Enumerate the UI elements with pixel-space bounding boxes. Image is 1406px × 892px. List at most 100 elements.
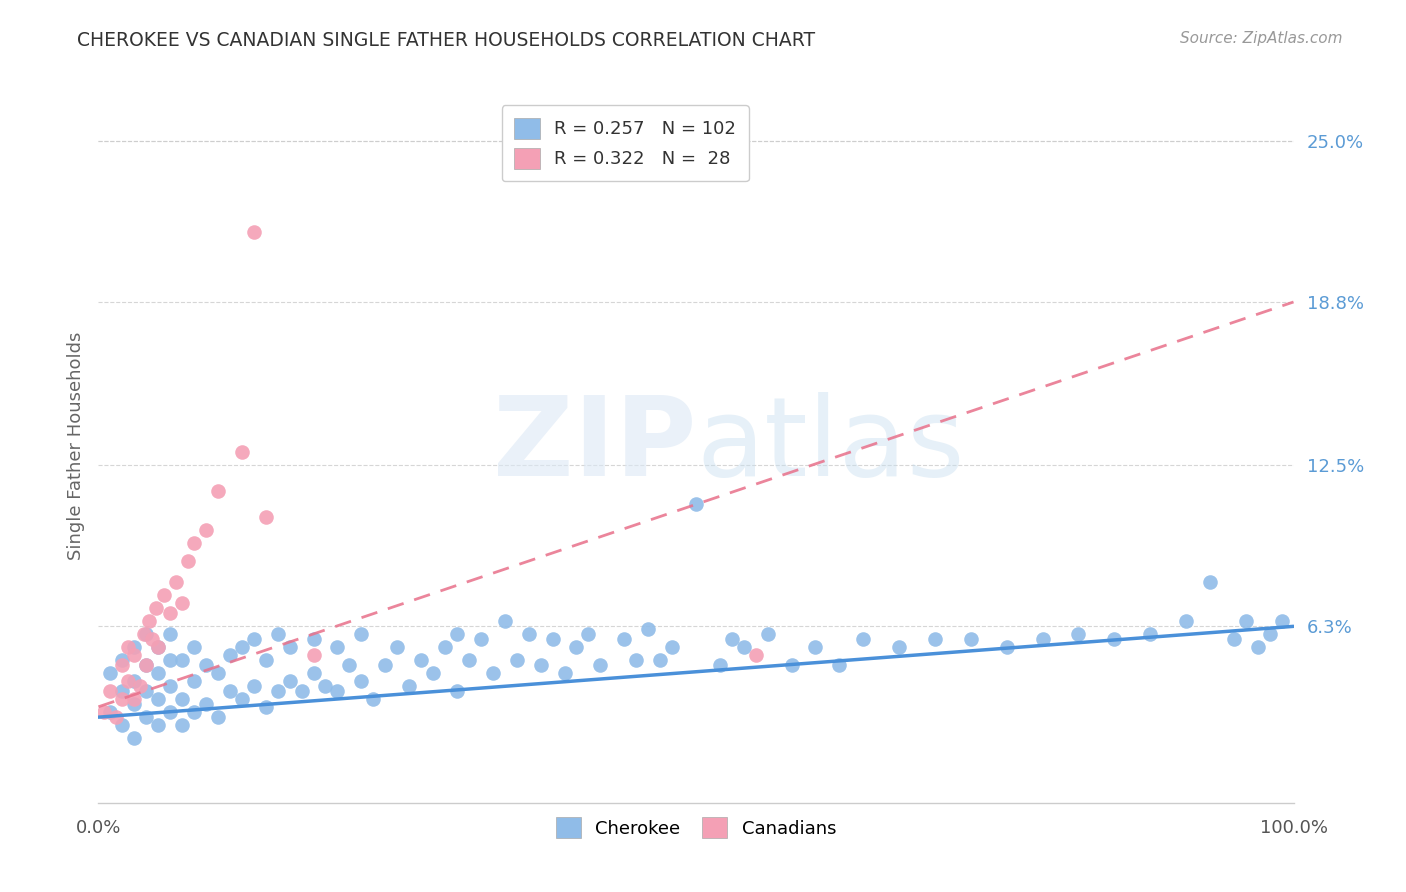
Point: [231, 692, 253, 706]
Point: [756, 627, 779, 641]
Point: [159, 607, 181, 621]
Point: [159, 679, 181, 693]
Point: [148, 692, 170, 706]
Point: [219, 648, 242, 662]
Point: [434, 640, 457, 654]
Point: [530, 658, 553, 673]
Point: [195, 524, 218, 538]
Point: [243, 632, 266, 647]
Legend: Cherokee, Canadians: Cherokee, Canadians: [547, 808, 845, 847]
Point: [111, 692, 134, 706]
Point: [709, 658, 731, 673]
Point: [995, 640, 1018, 654]
Point: [117, 640, 139, 654]
Point: [350, 673, 373, 688]
Point: [159, 653, 181, 667]
Point: [374, 658, 396, 673]
Point: [385, 640, 409, 654]
Point: [889, 640, 911, 654]
Point: [960, 632, 983, 647]
Point: [411, 653, 433, 667]
Point: [326, 684, 349, 698]
Point: [124, 692, 146, 706]
Point: [1271, 614, 1294, 628]
Point: [481, 666, 505, 681]
Point: [254, 510, 277, 524]
Point: [183, 673, 205, 688]
Point: [554, 666, 576, 681]
Point: [733, 640, 755, 654]
Point: [721, 632, 744, 647]
Point: [111, 718, 134, 732]
Point: [243, 679, 266, 693]
Point: [111, 658, 134, 673]
Point: [1067, 627, 1090, 641]
Text: atlas: atlas: [696, 392, 965, 500]
Point: [111, 653, 134, 667]
Point: [1139, 627, 1161, 641]
Point: [207, 484, 229, 499]
Point: [613, 632, 636, 647]
Point: [183, 640, 205, 654]
Point: [446, 627, 468, 641]
Point: [267, 684, 290, 698]
Point: [183, 536, 205, 550]
Point: [470, 632, 492, 647]
Point: [195, 658, 218, 673]
Point: [254, 699, 277, 714]
Point: [172, 596, 194, 610]
Point: [207, 710, 229, 724]
Point: [132, 627, 155, 641]
Point: [138, 614, 160, 628]
Point: [1258, 627, 1281, 641]
Point: [117, 673, 139, 688]
Point: [124, 640, 146, 654]
Point: [326, 640, 349, 654]
Point: [165, 575, 187, 590]
Point: [124, 673, 146, 688]
Point: [278, 673, 301, 688]
Point: [578, 627, 600, 641]
Point: [135, 710, 157, 724]
Point: [183, 705, 205, 719]
Point: [302, 666, 325, 681]
Point: [517, 627, 540, 641]
Point: [148, 718, 170, 732]
Point: [172, 692, 194, 706]
Point: [589, 658, 612, 673]
Point: [541, 632, 564, 647]
Point: [231, 445, 253, 459]
Point: [243, 225, 266, 239]
Point: [207, 666, 229, 681]
Point: [135, 658, 157, 673]
Point: [350, 627, 373, 641]
Point: [135, 684, 157, 698]
Point: [159, 627, 181, 641]
Point: [1104, 632, 1126, 647]
Text: Source: ZipAtlas.com: Source: ZipAtlas.com: [1180, 31, 1343, 46]
Point: [153, 588, 176, 602]
Point: [1247, 640, 1270, 654]
Point: [458, 653, 481, 667]
Point: [124, 697, 146, 711]
Point: [315, 679, 337, 693]
Point: [565, 640, 588, 654]
Point: [745, 648, 768, 662]
Point: [626, 653, 648, 667]
Point: [177, 554, 200, 568]
Point: [1223, 632, 1246, 647]
Point: [98, 705, 122, 719]
Point: [278, 640, 301, 654]
Point: [446, 684, 468, 698]
Point: [98, 684, 122, 698]
Point: [129, 679, 152, 693]
Point: [148, 640, 170, 654]
Point: [804, 640, 827, 654]
Point: [195, 697, 218, 711]
Point: [398, 679, 420, 693]
Point: [93, 705, 115, 719]
Point: [148, 666, 170, 681]
Point: [506, 653, 529, 667]
Point: [1175, 614, 1198, 628]
Point: [135, 627, 157, 641]
